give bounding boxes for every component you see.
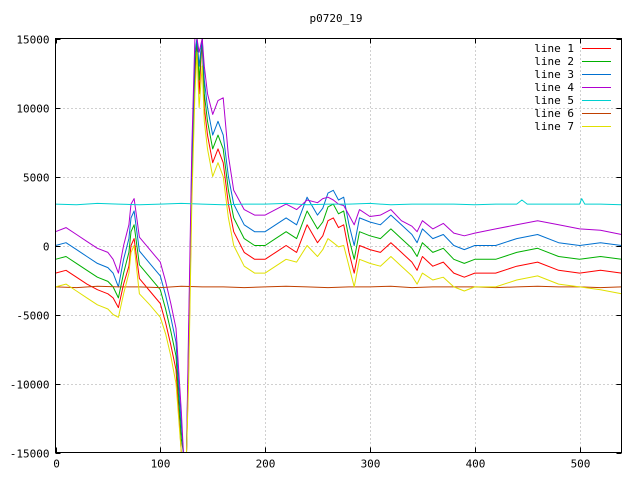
series-line-2	[55, 38, 622, 453]
plot-frame	[55, 38, 622, 453]
y-tick-label: 0	[43, 241, 50, 254]
legend-label: line 3	[534, 68, 574, 81]
x-tick-label: 500	[571, 458, 591, 471]
legend-label: line 6	[534, 107, 574, 120]
x-tick-label: 100	[151, 458, 171, 471]
grid	[55, 38, 622, 453]
legend-label: line 2	[534, 55, 574, 68]
y-tick-label: 5000	[23, 172, 50, 185]
series-line-4	[55, 38, 622, 453]
y-tick-label: -5000	[16, 310, 49, 323]
y-tick-label: 10000	[16, 103, 49, 116]
series-line-1	[55, 38, 622, 453]
chart-title: p0720_19	[310, 12, 363, 25]
series-line-3	[55, 38, 622, 453]
series-line-7	[55, 51, 622, 453]
series-line-6	[55, 285, 622, 289]
legend-label: line 1	[534, 42, 574, 55]
x-tick-label: 0	[53, 458, 60, 471]
x-tick-label: 300	[361, 458, 381, 471]
y-tick-label: 15000	[16, 34, 49, 47]
y-tick-label: -10000	[10, 379, 50, 392]
x-tick-label: 200	[256, 458, 276, 471]
series-lines	[55, 38, 622, 453]
axis-ticks: 0 100 200 300 400 500 -15000 -10000 -5000 0 5000 10…	[10, 34, 622, 471]
legend-label: line 7	[534, 120, 574, 133]
y-tick-label: -15000	[10, 448, 50, 461]
series-line-5	[55, 198, 622, 206]
x-tick-label: 400	[466, 458, 486, 471]
legend-label: line 4	[534, 81, 574, 94]
legend-label: line 5	[534, 94, 574, 107]
